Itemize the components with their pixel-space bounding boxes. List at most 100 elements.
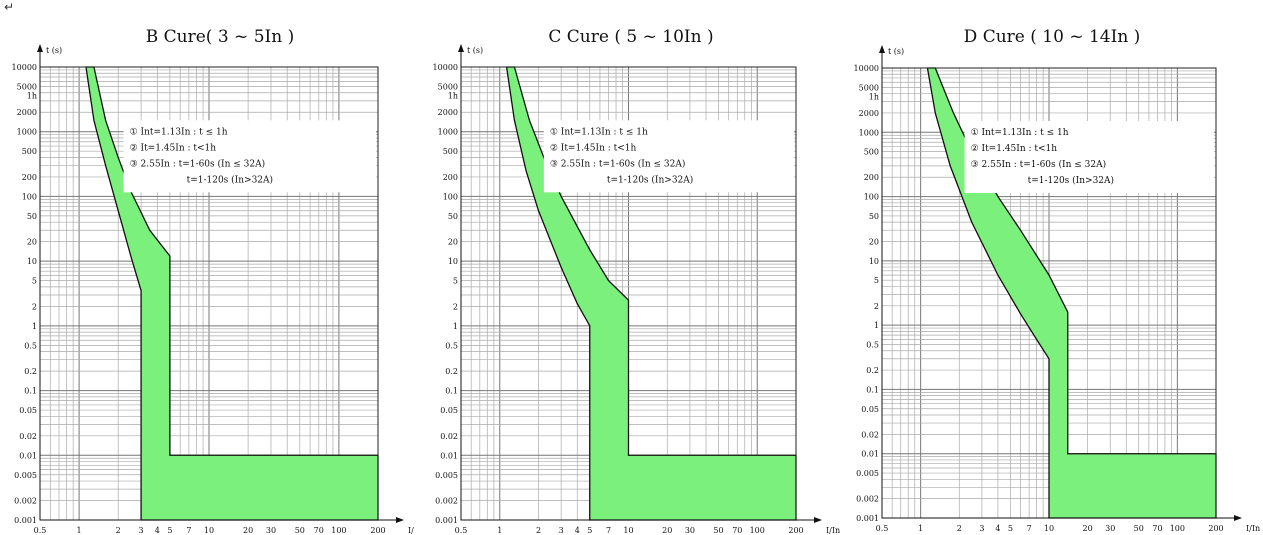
y-tick-label: 0.2 [24,367,37,376]
y-tick-label: 0.005 [856,469,879,478]
x-tick-label: 100 [750,526,765,535]
y-tick-label: 100 [22,192,37,201]
note-line: t=1-120s (In>32A) [1028,175,1114,186]
paragraph-mark: ↵ [4,0,15,14]
x-axis-arrow [1234,515,1242,521]
y-tick-label: 1000 [438,128,458,137]
x-tick-label: 10 [204,526,214,535]
y-tick-label: 2 [453,302,458,311]
x-tick-label: 2 [536,526,541,535]
y-tick-label: 1 [32,322,37,331]
x-tick-label: 3 [559,526,564,535]
x-axis-arrow [396,517,404,523]
y-tick-label: 1000 [859,128,879,137]
x-tick-label: 4 [155,526,160,535]
note-line: t=1-120s (In>32A) [607,174,693,185]
y-tick-label: 500 [443,147,458,156]
y-tick-label: 0.2 [445,367,458,376]
x-axis-label: I/ [408,526,414,535]
x-tick-label: 2 [957,524,962,533]
y-axis-label: t (s) [888,47,904,56]
y-axis-label: t (s) [46,46,62,55]
x-tick-label: 0.5 [876,524,889,533]
y-tick-label: 0.5 [24,341,37,350]
note-line: ③ 2.55In : t=1-60s (In ≤ 32A) [971,159,1107,170]
y-tick-label: 1h [448,92,458,101]
x-tick-label: 200 [788,526,803,535]
x-tick-label: 5 [587,526,592,535]
chart-title: D Cure ( 10 ~ 14In ) [964,27,1141,47]
y-tick-label: 5 [453,277,458,286]
y-tick-label: 20 [869,238,879,247]
x-tick-label: 100 [331,526,346,535]
note-line: ① Int=1.13In : t ≤ 1h [550,127,648,137]
x-tick-label: 50 [295,526,305,535]
y-tick-label: 10000 [854,64,879,73]
y-tick-label: 5000 [438,82,458,91]
x-tick-label: 50 [1134,524,1144,533]
x-tick-label: 2 [116,526,121,535]
x-tick-label: 70 [732,526,742,535]
x-tick-label: 3 [979,524,984,533]
y-tick-label: 0.5 [866,340,879,349]
y-tick-label: 0.1 [445,387,458,396]
y-tick-label: 50 [869,212,879,221]
notes-box: ① Int=1.13In : t ≤ 1h ② It=1.45In : t<1h ③… [964,120,1214,193]
x-tick-label: 4 [575,526,580,535]
y-tick-label: 0.02 [19,432,37,441]
x-tick-label: 30 [685,526,695,535]
y-tick-label: 2000 [17,108,37,117]
y-tick-label: 0.02 [440,432,458,441]
x-tick-label: 100 [1170,524,1185,533]
x-tick-label: 5 [167,526,172,535]
y-tick-label: 1 [874,321,879,330]
y-tick-label: 5 [874,276,879,285]
x-tick-label: 200 [1208,524,1223,533]
y-tick-label: 0.002 [14,497,37,506]
y-tick-label: 10 [869,257,879,266]
y-axis-arrow [37,44,43,52]
notes-background [543,120,794,193]
y-tick-label: 2000 [438,108,458,117]
y-tick-label: 10 [27,257,37,266]
y-tick-label: 20 [448,238,458,247]
y-tick-label: 50 [27,212,37,221]
y-tick-label: 100 [443,192,458,201]
y-tick-label: 0.5 [445,341,458,350]
y-tick-label: 0.01 [861,450,879,459]
y-tick-label: 0.05 [440,406,458,415]
y-tick-label: 200 [443,173,458,182]
y-tick-label: 10000 [433,63,458,72]
x-tick-label: 50 [713,526,723,535]
x-tick-label: 20 [243,526,253,535]
x-tick-label: 0.5 [34,526,47,535]
y-tick-label: 0.01 [19,451,37,460]
chart-title: B Cure( 3 ~ 5In ) [146,27,294,47]
note-line: ① Int=1.13In : t ≤ 1h [130,127,228,137]
y-tick-label: 2 [874,302,879,311]
y-axis-arrow [879,45,885,53]
y-tick-label: 0.2 [866,366,879,375]
y-tick-label: 5000 [17,82,37,91]
y-tick-label: 0.1 [866,385,879,394]
x-tick-label: 7 [1027,524,1032,533]
y-tick-label: 5000 [859,83,879,92]
x-tick-label: 1 [497,526,502,535]
note-line: ③ 2.55In : t=1-60s (In ≤ 32A) [130,158,266,169]
y-tick-label: 1h [869,93,879,102]
x-tick-label: 200 [370,526,385,535]
x-tick-label: 20 [662,526,672,535]
y-tick-label: 200 [22,173,37,182]
y-tick-label: 0.02 [861,430,879,439]
y-tick-label: 200 [864,173,879,182]
y-tick-label: 100 [864,193,879,202]
x-tick-label: 5 [1008,524,1013,533]
x-tick-label: 70 [314,526,324,535]
y-tick-label: 500 [864,148,879,157]
y-tick-label: 0.01 [440,451,458,460]
x-tick-label: 30 [1105,524,1115,533]
note-line: ② It=1.45In : t<1h [971,144,1058,154]
x-tick-label: 3 [139,526,144,535]
